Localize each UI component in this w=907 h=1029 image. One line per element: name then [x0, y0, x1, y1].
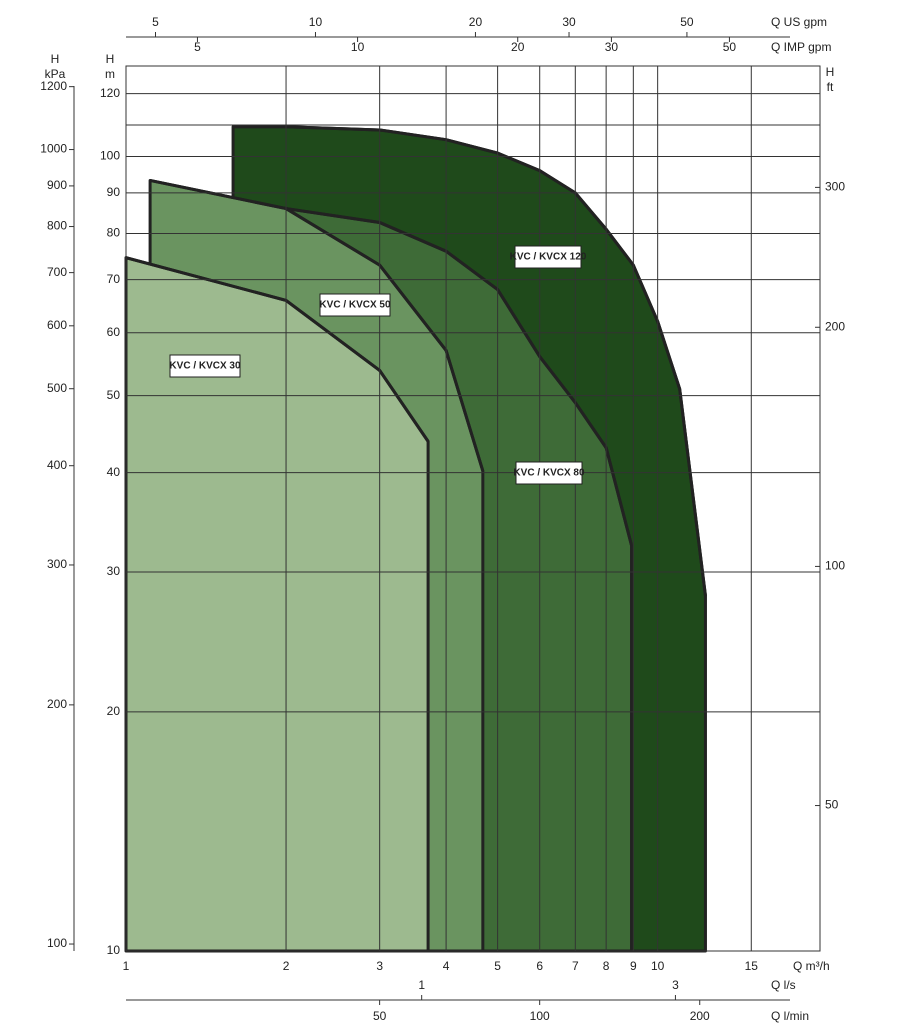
tick-label: 50 — [680, 15, 694, 29]
axis-label: kPa — [45, 67, 66, 81]
x-tick-label: 3 — [376, 959, 383, 973]
tick-label: 3 — [672, 978, 679, 992]
axis-label: Q IMP gpm — [771, 40, 831, 54]
y-tick-label: 70 — [107, 272, 121, 286]
x-tick-label: 1 — [123, 959, 130, 973]
axis-label: Q l/s — [771, 978, 796, 992]
tick-label: 400 — [47, 458, 67, 472]
tick-label: 200 — [690, 1009, 710, 1023]
tick-label: 700 — [47, 265, 67, 279]
tick-label: 200 — [47, 697, 67, 711]
tick-label: 5 — [194, 40, 201, 54]
tick-label: 1200 — [40, 79, 67, 93]
x-tick-label: 8 — [603, 959, 610, 973]
tick-label: 5 — [152, 15, 159, 29]
tick-label: 300 — [47, 557, 67, 571]
series-label-box — [515, 461, 583, 485]
y-tick-label: 40 — [107, 465, 121, 479]
series-label: KVC / KVCX 80 — [513, 468, 585, 479]
x-tick-label: 6 — [536, 959, 543, 973]
tick-label: 1000 — [40, 142, 67, 156]
tick-label: 10 — [309, 15, 323, 29]
tick-label: 20 — [511, 40, 525, 54]
plot-frame — [125, 65, 821, 952]
series-label-box — [169, 354, 241, 378]
tick-label: 200 — [825, 319, 845, 333]
x-tick-label: 4 — [443, 959, 450, 973]
axis-label: Q l/min — [771, 1009, 809, 1023]
series-label: KVC / KVCX 120 — [510, 252, 587, 263]
x-tick-label: 15 — [745, 959, 759, 973]
y-tick-label: 80 — [107, 226, 121, 240]
tick-label: 1 — [418, 978, 425, 992]
series-label-box — [319, 293, 391, 317]
tick-label: 100 — [825, 559, 845, 573]
tick-label: 300 — [825, 180, 845, 194]
axis-label: Q US gpm — [771, 15, 827, 29]
tick-label: 100 — [47, 936, 67, 950]
y-tick-label: 100 — [100, 149, 120, 163]
x-tick-label: 2 — [283, 959, 290, 973]
tick-label: 50 — [373, 1009, 387, 1023]
x-tick-label: 7 — [572, 959, 579, 973]
y-axis-label: H — [106, 52, 115, 66]
x-tick-label: 10 — [651, 959, 665, 973]
tick-label: 900 — [47, 178, 67, 192]
tick-label: 500 — [47, 381, 67, 395]
y-tick-label: 10 — [107, 943, 121, 957]
series-label-box — [514, 245, 582, 269]
series-label: KVC / KVCX 50 — [319, 300, 391, 311]
x-axis-label: Q m³/h — [793, 959, 830, 973]
y-tick-label: 20 — [107, 704, 121, 718]
tick-label: 30 — [605, 40, 619, 54]
axis-label: H — [826, 65, 835, 79]
tick-label: 50 — [723, 40, 737, 54]
y-tick-label: 60 — [107, 325, 121, 339]
series-label: KVC / KVCX 30 — [169, 361, 241, 372]
y-tick-label: 90 — [107, 185, 121, 199]
tick-label: 50 — [825, 798, 839, 812]
axis-label: H — [51, 52, 60, 66]
tick-label: 800 — [47, 219, 67, 233]
tick-label: 100 — [530, 1009, 550, 1023]
y-tick-label: 30 — [107, 564, 121, 578]
y-tick-label: 50 — [107, 388, 121, 402]
tick-label: 600 — [47, 318, 67, 332]
x-tick-label: 9 — [630, 959, 637, 973]
tick-label: 30 — [562, 15, 576, 29]
tick-label: 20 — [469, 15, 483, 29]
y-tick-label: 120 — [100, 86, 120, 100]
tick-label: 10 — [351, 40, 365, 54]
y-axis-label: m — [105, 67, 115, 81]
x-tick-label: 5 — [494, 959, 501, 973]
axis-label: ft — [827, 80, 834, 94]
area-curve — [125, 256, 430, 443]
